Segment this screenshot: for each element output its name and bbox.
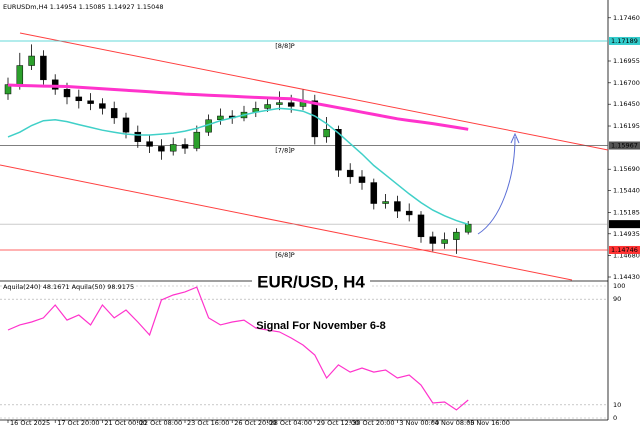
- x-tick-label: 3 Nov 00:00: [399, 419, 439, 426]
- candle-body: [169, 144, 177, 152]
- y-tick-label: 1.16955: [613, 57, 640, 65]
- candle-body: [335, 129, 342, 171]
- forecast-arrowhead: [510, 132, 520, 144]
- level-label: [6/8]P: [275, 251, 295, 259]
- candle-body: [346, 169, 354, 178]
- moving-average: [7, 83, 469, 131]
- candle-body: [193, 131, 201, 149]
- price-tag-label: 1.14746: [611, 246, 638, 254]
- candle-body: [40, 55, 47, 81]
- price-tag: [609, 141, 640, 150]
- candle-body: [217, 115, 224, 121]
- candle-body: [51, 79, 59, 90]
- moving-average: [7, 107, 469, 226]
- x-tick-label: 29 Oct 12:00: [317, 419, 359, 426]
- y-tick-label: 1.17460: [613, 14, 640, 22]
- candle-body: [28, 55, 35, 66]
- candle-body: [417, 214, 425, 238]
- x-tick-label: 5 Nov 16:00: [470, 419, 510, 426]
- chart-title: EUR/USD, H4: [257, 272, 365, 291]
- candle-body: [394, 201, 401, 212]
- level-label: [8/8]P: [275, 42, 295, 50]
- last-high: 1.15085: [79, 3, 106, 11]
- candle-body: [264, 104, 271, 109]
- x-tick-label: 16 Oct 2025: [10, 419, 50, 426]
- y-tick-label: 1.16700: [613, 79, 640, 87]
- candle-body: [75, 96, 83, 102]
- y-tick-label: 1.16450: [613, 100, 640, 108]
- candle-body: [405, 210, 413, 216]
- candle-body: [122, 117, 130, 133]
- y-tick-label: 1.15690: [613, 165, 640, 173]
- candle-body: [382, 201, 389, 204]
- chart-header: EURUSDm,H4 1.14954 1.15085 1.14927 1.150…: [3, 3, 164, 11]
- candle-body: [16, 65, 24, 85]
- candle-body: [110, 108, 118, 119]
- x-tick-label: 23 Oct 16:00: [187, 419, 229, 426]
- current-price-label: 1.15048: [611, 220, 638, 228]
- candle-body: [358, 176, 366, 183]
- y-tick-label: 1.15440: [613, 187, 640, 195]
- last-close: 1.15048: [137, 3, 164, 11]
- candle-body: [464, 223, 472, 233]
- x-tick-label: 30 Oct 20:00: [352, 419, 394, 426]
- x-tick-label: 21 Oct 00:00: [104, 419, 146, 426]
- y-tick-label: 1.14430: [613, 273, 640, 281]
- candle-body: [323, 129, 330, 138]
- symbol: EURUSDm,H4: [3, 3, 48, 11]
- candle-body: [311, 100, 319, 138]
- y-tick-label: 1.14680: [613, 252, 640, 260]
- candle-body: [146, 141, 153, 147]
- x-tick-label: 28 Oct 04:00: [270, 419, 312, 426]
- x-tick-label: 26 Oct 20:00: [234, 419, 276, 426]
- indicator-tick-label: 10: [613, 401, 621, 409]
- candle-body: [181, 144, 189, 149]
- indicator-tick-label: 0: [613, 414, 617, 422]
- forecast-arrow: [477, 136, 516, 235]
- price-tag-label: 1.17189: [611, 37, 638, 45]
- channel-upper: [19, 32, 609, 151]
- plot: 1.17460 1.16955 1.16700 1.16450 1.16195 1.156…: [0, 14, 640, 426]
- candle-body: [429, 236, 437, 244]
- price-tag: [609, 245, 640, 254]
- price-tag-label: 1.15967: [611, 142, 638, 150]
- x-tick-label: 22 Oct 08:00: [140, 419, 182, 426]
- current-price-tag: [609, 220, 640, 229]
- candle-body: [87, 100, 94, 104]
- level-label: [7/8]P: [275, 147, 295, 155]
- candle-body: [134, 131, 142, 142]
- candle-body: [453, 231, 460, 240]
- title-backdrop: [252, 271, 370, 293]
- indicator-tick-label: 100: [613, 282, 625, 290]
- price-tag: [609, 36, 640, 45]
- candle-body: [99, 103, 106, 109]
- candle-body: [4, 84, 12, 95]
- y-tick-label: 1.15185: [613, 208, 640, 216]
- y-tick-label: 1.14935: [613, 230, 640, 238]
- indicator-header: Aquila(240) 48.1671 Aquila(50) 98.9175: [3, 283, 134, 291]
- channel-lower: [0, 164, 573, 281]
- indicator-line: [7, 286, 469, 411]
- candle-body: [158, 146, 165, 152]
- candle-body: [276, 102, 283, 105]
- x-tick-label: 17 Oct 20:00: [57, 419, 99, 426]
- signal-text: Signal For November 6-8: [256, 320, 386, 332]
- candle-body: [370, 182, 378, 204]
- candle-body: [63, 89, 71, 98]
- candle-body: [287, 102, 295, 107]
- x-tick-label: 4 Nov 08:00: [435, 419, 475, 426]
- indicator-tick-label: 90: [613, 295, 621, 303]
- last-open: 1.14954: [50, 3, 77, 11]
- y-tick-label: 1.16195: [613, 122, 640, 130]
- last-low: 1.14927: [108, 3, 135, 11]
- candle-body: [441, 239, 448, 244]
